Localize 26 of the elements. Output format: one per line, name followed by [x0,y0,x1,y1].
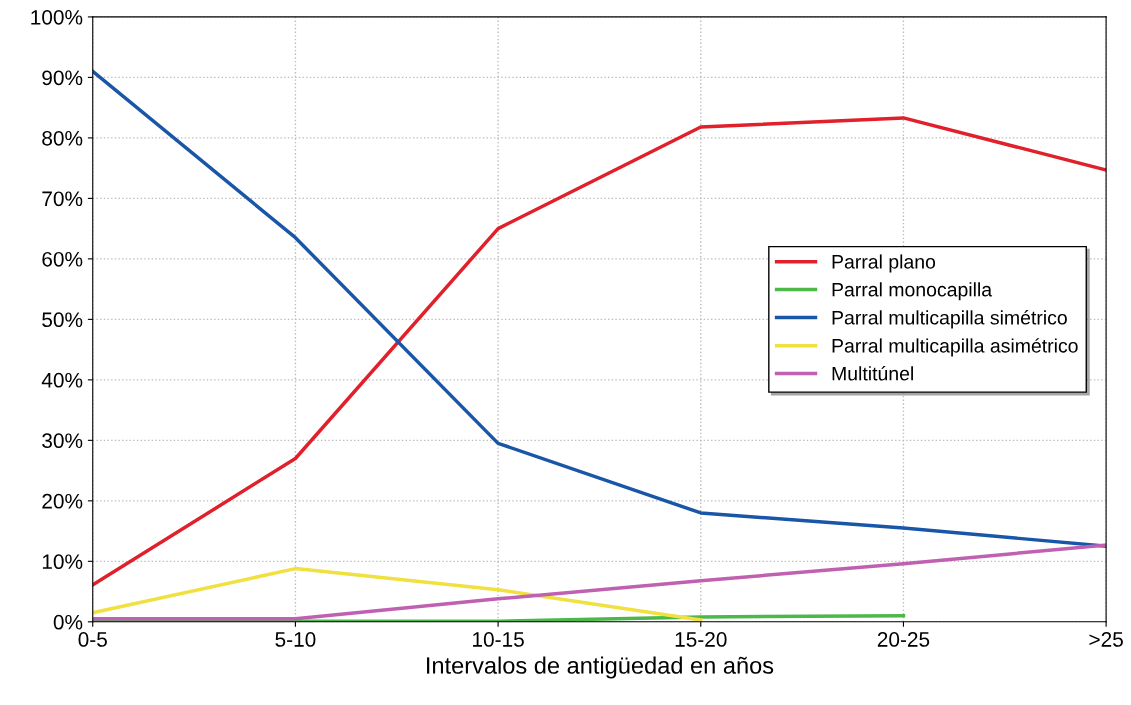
y-tick-label: 20% [42,493,83,509]
x-tick-label: 20-25 [877,632,930,647]
x-tick-label: 0-5 [78,632,107,647]
y-tick-label: 30% [42,433,83,449]
y-tick-label: 50% [42,312,83,328]
line-series [92,69,1107,548]
legend-label: Parral plano [832,254,936,273]
legend-label: Parral multicapilla asimétrico [832,338,1078,357]
line-series [92,116,1107,587]
y-tick-label: 80% [42,130,83,146]
y-tick-label: 60% [42,251,83,267]
y-tick-label: 0% [53,614,83,630]
legend-label: Multitúnel [832,366,913,381]
x-axis-title: Intervalos de antigüedad en años [427,656,774,679]
legend-label: Parral monocapilla [832,282,993,301]
y-tick-label: 100% [31,9,83,25]
y-tick-label: 90% [42,70,83,86]
legend-label: Parral multicapilla simétrico [832,310,1067,329]
x-tick-label: 10-15 [473,632,524,647]
y-tick-label: 70% [42,191,83,207]
x-tick-label: 15-20 [675,632,727,647]
line-series [92,566,703,622]
x-tick-label: 5-10 [275,632,316,647]
x-tick-label: >25 [1089,632,1123,647]
y-tick-label: 10% [42,554,83,570]
y-tick-label: 40% [41,372,83,388]
